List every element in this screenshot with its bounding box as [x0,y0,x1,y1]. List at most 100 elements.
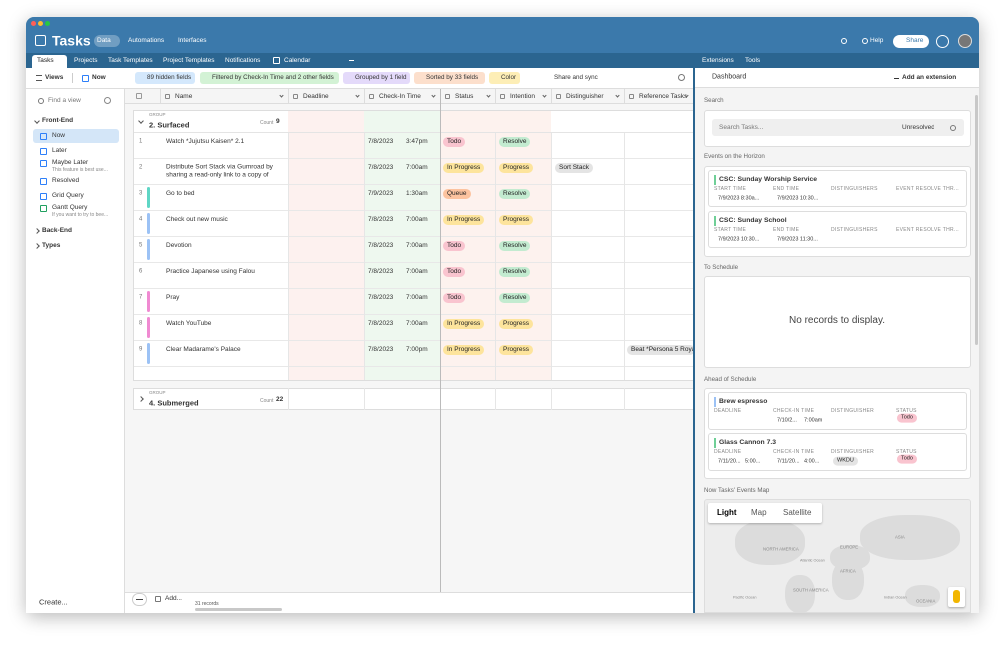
section-title[interactable]: Search [704,97,724,105]
task-name[interactable]: Pray [166,293,180,301]
panel-scrollbar [975,95,978,345]
row-color [147,343,150,364]
view-name[interactable]: Resolved [52,176,80,184]
row[interactable] [134,315,693,341]
map-button[interactable]: Satellite [783,508,812,517]
table-tab[interactable]: Notifications [225,56,261,64]
map-label: Pacific Ocean [733,595,757,600]
row[interactable] [134,185,693,211]
task-name[interactable]: Go to bed [166,189,195,197]
search-filter[interactable]: Unresolved [902,123,934,131]
table-tab[interactable]: Project Templates [163,56,215,64]
view-section[interactable]: Back-End [42,226,72,234]
row-number: 3 [139,190,143,197]
app-tab[interactable]: Interfaces [178,36,207,44]
view-name[interactable]: Grid Query [52,191,84,199]
check-in-date: 7/8/2023 [368,319,394,327]
table-tab[interactable]: Task Templates [108,56,153,64]
row[interactable] [134,289,693,315]
map-label: EUROPE [840,544,859,550]
add-extension[interactable]: Add an extension [902,73,957,81]
view-description: If you want to try to bee... [52,211,109,218]
row[interactable] [134,211,693,237]
section-title[interactable]: Events on the Horizon [704,153,765,161]
dashboard-header [695,68,979,88]
extension-tab[interactable]: Extensions [702,56,734,64]
dashboard-title[interactable]: Dashboard [712,73,747,81]
event-card[interactable] [708,170,967,207]
group-count: 9 [276,117,280,125]
column-header[interactable]: Reference Tasks [639,92,688,100]
task-name[interactable]: Check out new music [166,215,228,223]
section-title[interactable]: Now Tasks' Events Map [704,487,770,495]
column-header[interactable]: Intention [510,92,535,100]
intention: Progress [499,214,534,226]
section-title[interactable]: Ahead of Schedule [704,376,757,384]
panel-divider [693,53,695,613]
view-section[interactable]: Front-End [42,116,74,124]
share-button[interactable]: Share [906,36,924,44]
color-button[interactable]: Color [501,74,517,82]
create-button[interactable]: Create... [39,597,68,607]
view-name[interactable]: Maybe Later [52,158,89,166]
search-placeholder[interactable]: Search Tasks... [719,123,764,131]
base-name[interactable]: Tasks [52,32,91,49]
table-tab[interactable]: Projects [74,56,98,64]
column-header[interactable]: Deadline [303,92,329,100]
group-count: 22 [276,395,284,403]
column-header[interactable]: Distinguisher [566,92,604,100]
section-title[interactable]: To Schedule [704,264,739,272]
table-tab[interactable]: Tasks [37,56,54,64]
hidden-fields-pill[interactable] [135,72,195,84]
app-tab[interactable]: Data [97,36,111,44]
extension-tab[interactable]: Tools [745,56,761,64]
row[interactable] [134,159,693,185]
view-name[interactable]: Gantt Query [52,203,88,211]
task-name[interactable]: Devotion [166,241,192,249]
map-button[interactable]: Light [717,508,737,517]
add-button[interactable]: Add... [165,594,182,602]
task-name[interactable]: Clear Madarame's Palace [166,345,241,353]
row-color [147,291,150,312]
table-tab[interactable]: Calendar [284,56,311,64]
hidden-fields-button[interactable]: 89 hidden fields [147,74,192,82]
row[interactable] [134,133,693,159]
app-tab[interactable]: Automations [128,36,165,44]
row-color [147,213,150,234]
field-label: EVENT RESOLVE THR... [896,185,959,192]
group-button[interactable]: Grouped by 1 field [355,74,407,82]
card-title: Glass Cannon 7.3 [719,438,777,446]
check-in-date: 7/8/2023 [368,137,394,145]
task-name[interactable]: Watch *Jujutsu Kaisen* 2.1 [166,137,245,145]
share-pill[interactable] [893,35,929,48]
row[interactable] [134,263,693,289]
field-label: DEADLINE [714,448,742,455]
views-button[interactable]: Views [45,73,64,81]
task-name[interactable]: Practice Japanese using Falou [166,267,255,275]
current-view[interactable]: Now [92,73,106,81]
task-name[interactable]: Watch YouTube [166,319,212,327]
row[interactable] [134,237,693,263]
group-pill[interactable] [343,72,410,84]
sort-pill[interactable] [414,72,485,84]
share-sync[interactable]: Share and sync [554,74,598,82]
intention: Resolve [499,188,531,200]
row[interactable] [134,341,693,367]
event-card[interactable] [708,211,967,248]
filter-pill[interactable] [200,72,339,84]
column-header[interactable]: Check-In Time [379,92,421,100]
view-search[interactable]: Find a view [48,96,81,104]
sort-button[interactable]: Sorted by 33 fields [426,74,479,82]
tab-highlight [94,35,120,47]
filter-button[interactable]: Filtered by Check-In Time and 2 other fi… [212,74,334,82]
view-name[interactable]: Now [52,131,66,139]
column-header[interactable]: Name [175,92,193,100]
view-section[interactable]: Types [42,241,61,249]
map-button[interactable]: Map [751,508,767,517]
color-pill[interactable] [489,72,520,84]
record-card[interactable] [708,392,967,430]
column-header[interactable]: Status [455,92,474,100]
view-name[interactable]: Later [52,146,67,154]
help-button[interactable]: Help [870,36,884,44]
task-name[interactable]: Distribute Sort Stack via Gumroad by sha… [166,163,273,181]
